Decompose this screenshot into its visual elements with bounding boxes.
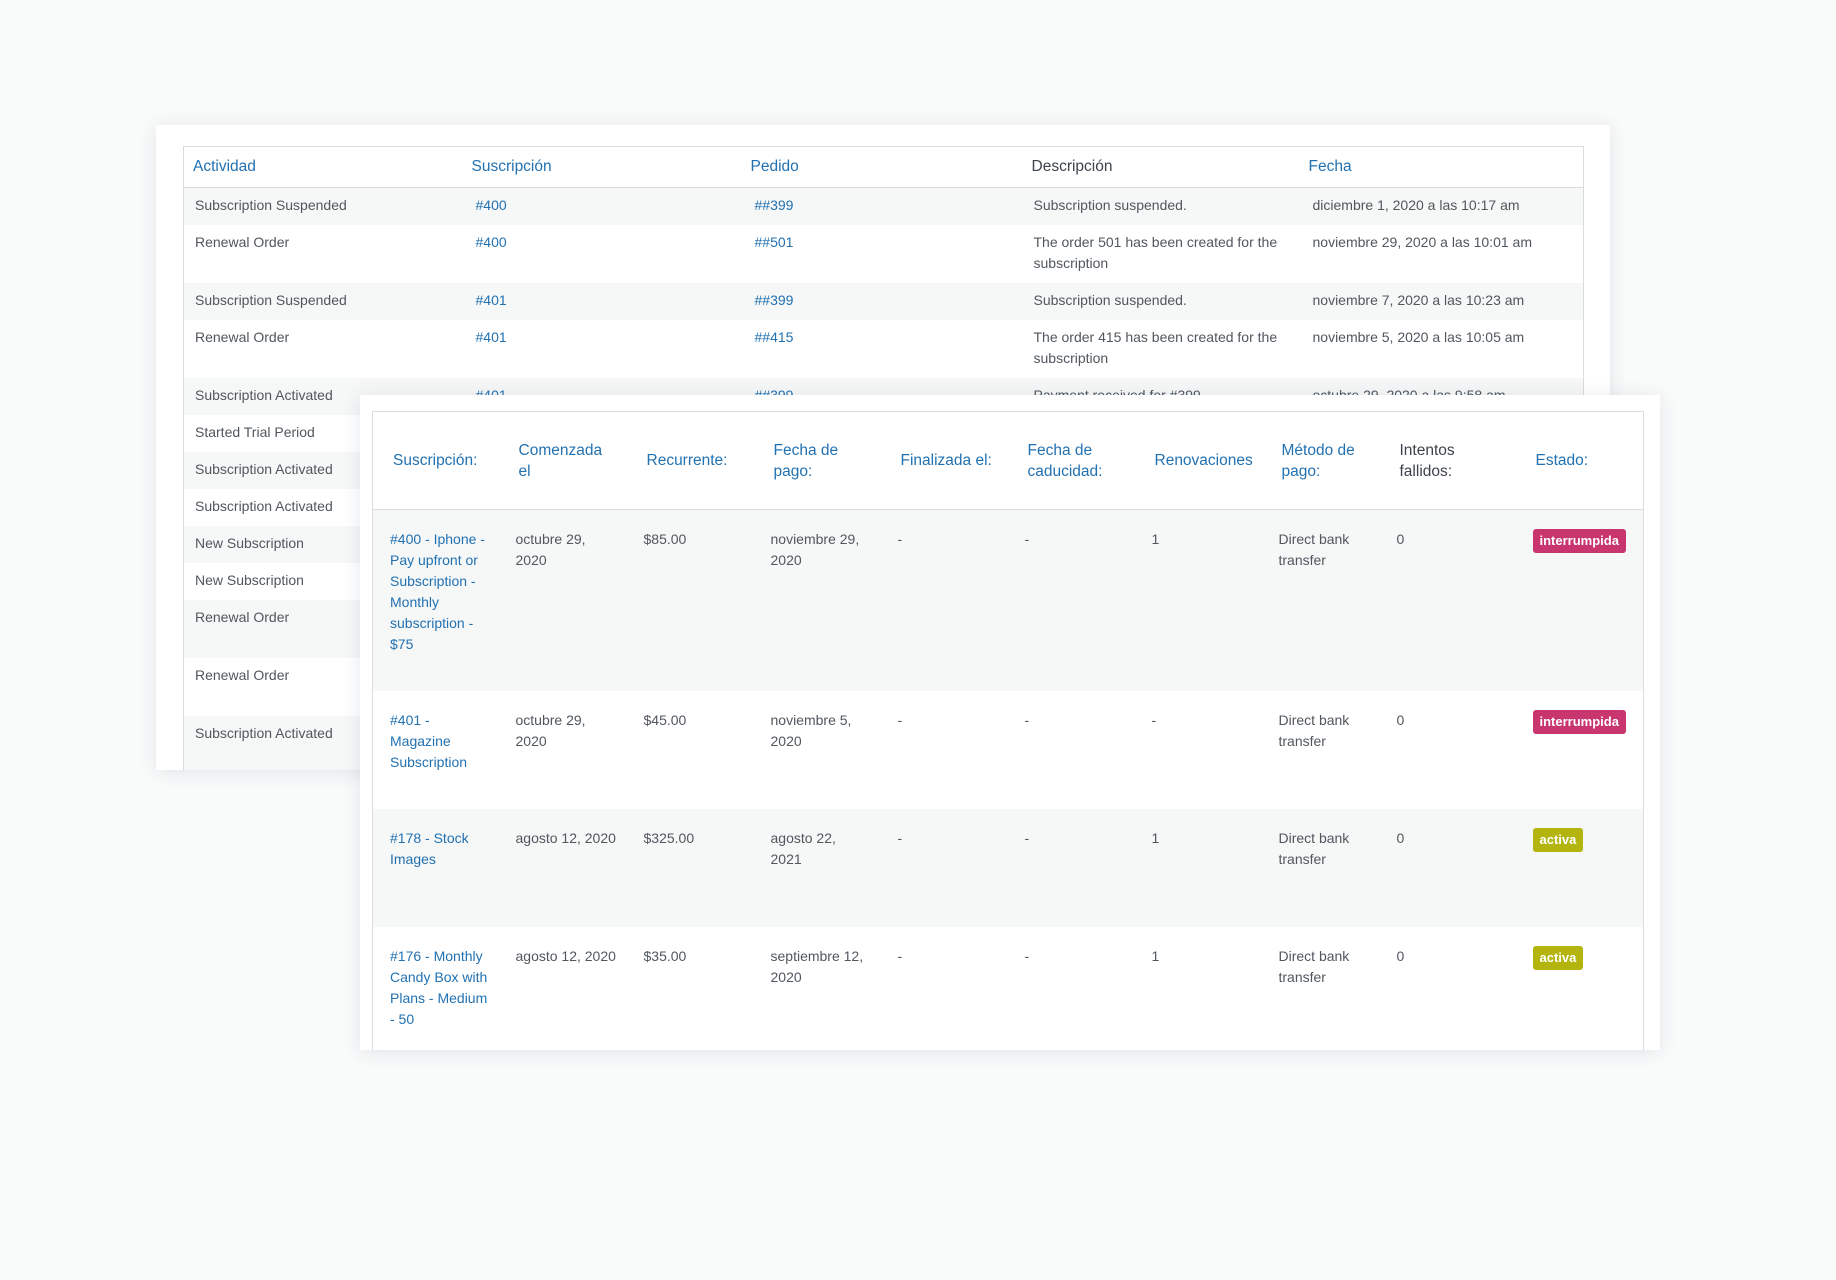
column-header-finalizada[interactable]: Finalizada el: [880,411,1008,510]
column-header-recurrente[interactable]: Recurrente: [626,411,754,510]
subscription-link[interactable]: #401 [475,329,507,345]
started-date: octubre 29, 2020 [515,711,586,749]
expiry-date: - [1007,509,1135,691]
renewals-count: - [1151,711,1157,728]
started-date: agosto 12, 2020 [498,808,627,927]
column-header-suscripcion[interactable]: Suscripción [462,146,742,188]
renewals-count: 1 [1134,808,1262,927]
column-header-suscripcion[interactable]: Suscripción: [372,411,499,510]
activity-date: noviembre 5, 2020 a las 10:05 am [1312,329,1525,345]
started-date: octubre 29, 2020 [498,509,627,691]
column-header-fecha-caducidad[interactable]: Fecha de caducidad: [1007,411,1135,510]
payment-method: Direct bank transfer [1261,808,1380,927]
order-link[interactable]: ##399 [754,197,794,213]
status-badge: activa [1532,827,1584,852]
subscriptions-header-row: Suscripción: Comenzada el Recurrente: Fe… [372,411,1644,510]
activity-description: Subscription suspended. [1022,187,1300,225]
ended-date: - [897,711,903,728]
recurring-amount: $85.00 [626,509,754,691]
activity-date: noviembre 7, 2020 a las 10:23 am [1299,283,1584,320]
column-header-comenzada[interactable]: Comenzada el [498,411,627,510]
activity-description: Subscription suspended. [1022,283,1300,320]
activity-date: noviembre 29, 2020 a las 10:01 am [1312,234,1532,250]
column-header-metodo-pago[interactable]: Método de pago: [1261,411,1380,510]
activity-date: diciembre 1, 2020 a las 10:17 am [1299,187,1584,225]
status-badge: interrumpida [1532,529,1626,553]
payment-method: Direct bank transfer [1278,711,1350,749]
activity-row: Renewal Order #401 ##415 The order 415 h… [184,320,1584,378]
expiry-date: - [1024,711,1030,728]
activity-type: Subscription Suspended [183,283,463,320]
failed-attempts: 0 [1379,808,1516,927]
payment-date: septiembre 12, 2020 [770,947,864,985]
payment-method: Direct bank transfer [1261,509,1380,691]
column-header-intentos-fallidos: Intentos fallidos: [1379,411,1516,510]
column-header-renovaciones[interactable]: Renovaciones [1134,411,1262,510]
failed-attempts: 0 [1396,947,1405,964]
activity-type: Subscription Activated [195,498,333,514]
subscription-title-link[interactable]: #178 - Stock Images [390,829,469,867]
payment-method: Direct bank transfer [1278,947,1350,985]
activity-type: Subscription Suspended [183,187,463,225]
activity-row: Subscription Suspended #400 ##399 Subscr… [183,187,1584,225]
recurring-amount: $45.00 [643,711,687,728]
subscription-link[interactable]: #400 [475,197,507,213]
activity-row: Started Trial Period [184,415,1584,452]
subscription-title-link[interactable]: #401 - Magazine Subscription [390,711,468,770]
ended-date: - [897,947,903,964]
subscription-title-link[interactable]: #400 - Iphone - Pay upfront or Subscript… [390,531,485,652]
subscription-title-link[interactable]: #176 - Monthly Candy Box with Plans - Me… [390,947,488,1027]
subscriptions-table: Suscripción: Comenzada el Recurrente: Fe… [372,411,1644,1050]
subscription-row: #176 - Monthly Candy Box with Plans - Me… [373,927,1644,1051]
payment-date: noviembre 29, 2020 [753,509,881,691]
recurring-amount: $35.00 [643,947,687,964]
ended-date: - [880,509,1008,691]
column-header-descripcion: Descripción [1022,146,1300,188]
activity-type: Renewal Order [195,667,290,683]
activity-header-row: Actividad Suscripción Pedido Descripción… [183,146,1584,188]
column-header-estado[interactable]: Estado: [1515,411,1644,510]
failed-attempts: 0 [1379,509,1516,691]
subscription-row: #178 - Stock Images agosto 12, 2020 $325… [372,808,1644,927]
activity-row: Subscription Suspended #401 ##399 Subscr… [183,283,1584,320]
renewals-count: 1 [1151,947,1160,964]
activity-row: New Subscription [184,563,1584,600]
activity-type: Started Trial Period [195,424,315,440]
activity-description: The order 415 has been created for the s… [1033,329,1278,366]
ended-date: - [880,808,1008,927]
activity-description: The order 501 has been created for the s… [1033,234,1278,271]
failed-attempts: 0 [1396,711,1405,728]
activity-row: Renewal Order [184,658,1584,716]
order-link[interactable]: ##501 [754,234,794,250]
renewals-count: 1 [1134,509,1262,691]
activity-row: Subscription Activated [184,489,1584,526]
order-link[interactable]: ##415 [754,329,794,345]
subscription-link[interactable]: #401 [475,292,507,308]
subscription-row: #401 - Magazine Subscription octubre 29,… [373,691,1644,809]
status-badge: interrumpida [1532,709,1626,734]
activity-row: Renewal Order #400 ##501 The order 501 h… [184,225,1584,283]
expiry-date: - [1007,808,1135,927]
subscriptions-panel: Suscripción: Comenzada el Recurrente: Fe… [360,395,1660,1050]
column-header-fecha[interactable]: Fecha [1299,146,1584,188]
subscription-row: #400 - Iphone - Pay upfront or Subscript… [372,509,1644,691]
column-header-fecha-pago[interactable]: Fecha de pago: [753,411,881,510]
status-badge: activa [1532,945,1584,970]
activity-type: New Subscription [195,572,304,588]
activity-type: Renewal Order [195,234,290,250]
activity-type: Renewal Order [195,329,290,345]
payment-date: agosto 22, 2021 [753,808,881,927]
column-header-pedido[interactable]: Pedido [741,146,1023,188]
recurring-amount: $325.00 [626,808,754,927]
expiry-date: - [1024,947,1030,964]
payment-date: noviembre 5, 2020 [770,711,852,749]
subscription-link[interactable]: #400 [475,234,507,250]
started-date: agosto 12, 2020 [515,947,616,964]
column-header-actividad[interactable]: Actividad [183,146,463,188]
order-link[interactable]: ##399 [754,292,794,308]
